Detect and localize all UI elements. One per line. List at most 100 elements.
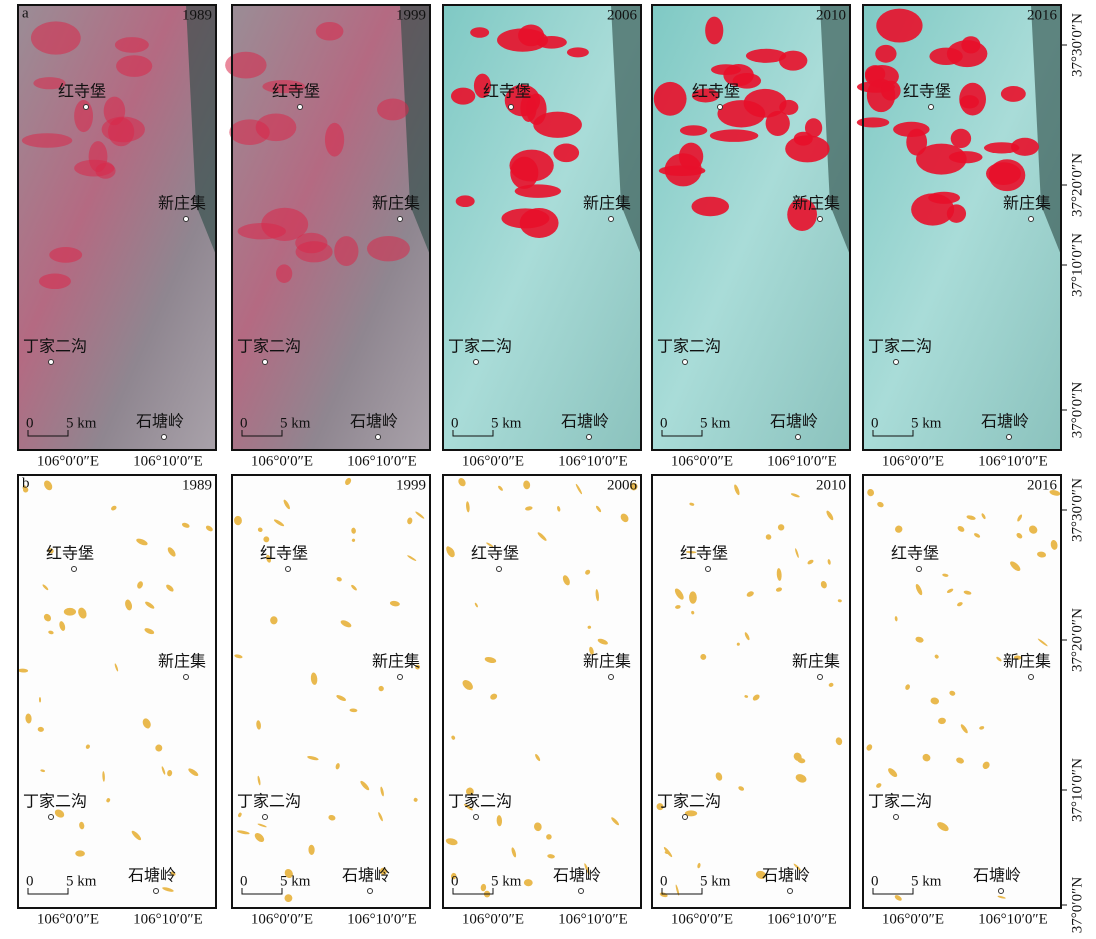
year-label: 2006 — [607, 7, 638, 23]
farmland — [367, 236, 410, 261]
place-marker — [509, 105, 514, 110]
place-name: 丁家二沟 — [657, 793, 721, 811]
x-axis-label: 106°0′0″E — [37, 453, 99, 469]
farmland — [74, 100, 93, 132]
farmland — [22, 133, 72, 148]
map-panel: 2010红寺堡新庄集丁家二沟石塘岭05 km — [652, 5, 850, 450]
farmland — [654, 82, 687, 116]
farmland — [857, 117, 890, 127]
y-axis-label: 37°20′0″N — [1069, 608, 1085, 672]
year-label: 2016 — [1027, 7, 1058, 23]
place-marker — [683, 360, 688, 365]
place-name: 红寺堡 — [58, 83, 106, 101]
place-marker — [609, 675, 614, 680]
farmland — [116, 55, 152, 77]
panel-label: a — [22, 5, 29, 21]
place-name: 丁家二沟 — [23, 793, 87, 811]
farmland — [710, 129, 758, 142]
scale-length: 5 km — [280, 873, 311, 889]
place-marker — [818, 217, 823, 222]
farmland — [115, 37, 149, 53]
year-label: 2006 — [607, 477, 638, 493]
place-marker — [398, 217, 403, 222]
y-axis-label: 37°20′0″N — [1069, 153, 1085, 217]
x-axis-label: 106°10′0″E — [767, 911, 837, 927]
place-name: 红寺堡 — [46, 545, 94, 563]
scale-length: 5 km — [700, 415, 731, 431]
place-name: 石塘岭 — [762, 867, 810, 885]
farmland — [497, 28, 548, 51]
place-name: 丁家二沟 — [23, 338, 87, 356]
map-panel: 2006红寺堡新庄集丁家二沟石塘岭05 km — [443, 475, 641, 908]
map-background — [443, 475, 641, 908]
scale-zero: 0 — [451, 415, 459, 431]
place-name: 红寺堡 — [903, 83, 951, 101]
farmland — [553, 144, 579, 163]
farmland — [984, 142, 1019, 153]
place-name: 丁家二沟 — [868, 338, 932, 356]
scale-length: 5 km — [700, 873, 731, 889]
place-name: 红寺堡 — [680, 545, 728, 563]
place-name: 丁家二沟 — [237, 338, 301, 356]
farmland — [31, 21, 81, 54]
place-name: 石塘岭 — [561, 413, 609, 431]
x-axis-label: 106°10′0″E — [558, 453, 628, 469]
place-marker — [894, 360, 899, 365]
place-marker — [999, 889, 1004, 894]
farmland — [567, 47, 589, 57]
farmland — [533, 112, 582, 138]
year-label: 1999 — [396, 7, 426, 23]
x-axis-label: 106°10′0″E — [133, 453, 203, 469]
x-axis-label: 106°10′0″E — [767, 453, 837, 469]
farmland — [377, 99, 409, 121]
map-background — [863, 475, 1061, 908]
place-marker — [286, 567, 291, 572]
farmland — [779, 51, 807, 71]
y-axis-label: 37°30′0″N — [1069, 478, 1085, 542]
place-marker — [1029, 675, 1034, 680]
place-marker — [474, 815, 479, 820]
scale-zero: 0 — [871, 415, 879, 431]
place-marker — [683, 815, 688, 820]
place-marker — [154, 889, 159, 894]
x-axis-label: 106°10′0″E — [347, 911, 417, 927]
place-name: 红寺堡 — [260, 545, 308, 563]
place-name: 石塘岭 — [342, 867, 390, 885]
scale-zero: 0 — [240, 415, 248, 431]
place-marker — [1029, 217, 1034, 222]
farmland — [74, 160, 114, 177]
x-axis-label: 106°10′0″E — [133, 911, 203, 927]
x-axis-label: 106°0′0″E — [251, 453, 313, 469]
x-axis-label: 106°10′0″E — [978, 453, 1048, 469]
farmland — [470, 27, 489, 38]
farmland — [875, 45, 896, 63]
farmland — [1001, 86, 1026, 102]
farmland — [49, 247, 82, 263]
place-name: 红寺堡 — [483, 83, 531, 101]
scale-zero: 0 — [660, 873, 668, 889]
place-marker — [788, 889, 793, 894]
farmland — [102, 117, 145, 143]
place-name: 红寺堡 — [471, 545, 519, 563]
place-marker — [162, 435, 167, 440]
farmland — [691, 197, 729, 216]
place-name: 丁家二沟 — [237, 793, 301, 811]
x-axis-label: 106°10′0″E — [978, 911, 1048, 927]
farmland — [951, 129, 971, 148]
satellite-image — [18, 5, 216, 450]
farmland — [717, 100, 765, 127]
place-marker — [368, 889, 373, 894]
farmland — [334, 236, 358, 266]
scale-length: 5 km — [491, 415, 522, 431]
map-panel: 1999红寺堡新庄集丁家二沟石塘岭05 km — [225, 5, 430, 450]
y-axis-label: 37°30′0″N — [1069, 13, 1085, 77]
x-axis-label: 106°10′0″E — [347, 453, 417, 469]
farmland — [509, 150, 553, 182]
place-marker — [818, 675, 823, 680]
farmland — [665, 153, 702, 186]
place-marker — [917, 567, 922, 572]
farmland — [456, 195, 475, 207]
place-marker — [718, 105, 723, 110]
x-axis-label: 106°10′0″E — [558, 911, 628, 927]
